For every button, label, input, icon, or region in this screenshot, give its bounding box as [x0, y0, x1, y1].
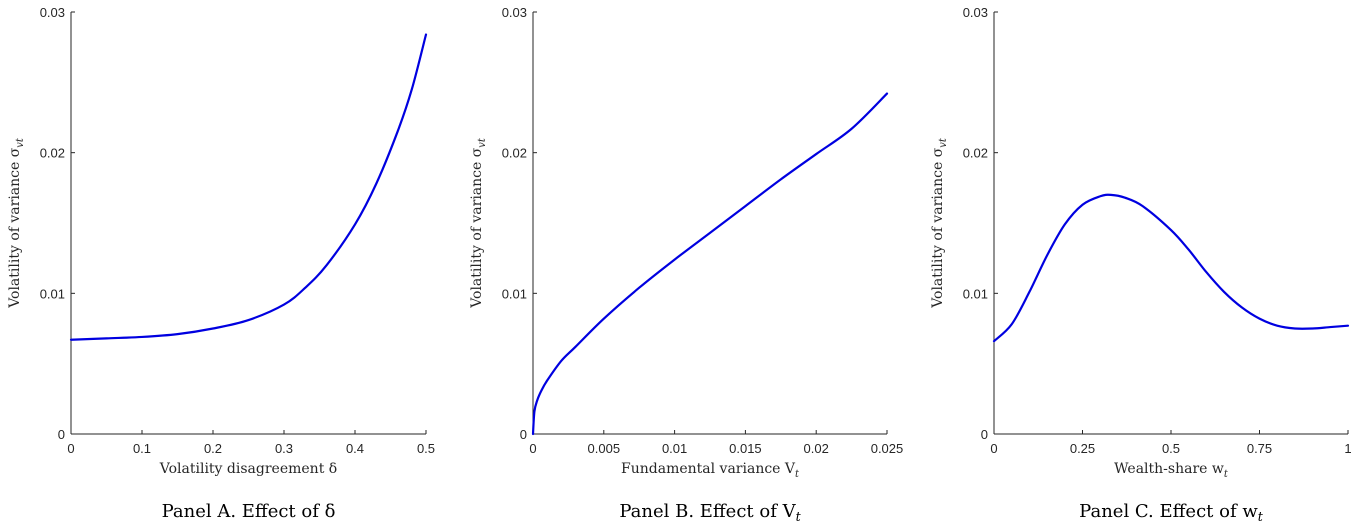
y-tick-label-c: 0.01 — [963, 286, 988, 301]
panel-c: 0 0.25 0.5 0.75 1 0 0.01 0.02 0.03 Volatility of … — [930, 5, 1352, 524]
y-tick-label-a: 0.02 — [40, 146, 65, 161]
x-tick-label-b: 0.01 — [662, 441, 687, 456]
x-tick-label-a: 0.4 — [346, 441, 364, 456]
x-tick-label-b: 0.02 — [804, 441, 829, 456]
x-tick-label-c: 0.75 — [1247, 441, 1272, 456]
y-axis-label-c: Volatility of variance σvt — [930, 138, 949, 309]
x-tick-label-b: 0.015 — [729, 441, 762, 456]
panel-caption-b: Panel B. Effect of Vt — [619, 501, 801, 524]
y-tick-label-c: 0 — [981, 427, 988, 442]
y-tick-label-b: 0.01 — [502, 286, 527, 301]
y-tick-label-a: 0 — [58, 427, 65, 442]
series-line-c — [992, 193, 1350, 343]
x-tick-label-a: 0 — [67, 441, 74, 456]
panel-b: 0 0.005 0.01 0.015 0.02 0.025 0 0.01 0.02 0.03 Vol… — [469, 5, 903, 524]
x-tick-label-c: 0 — [990, 441, 997, 456]
series-line-b — [531, 92, 889, 436]
y-tick-label-c: 0.02 — [963, 146, 988, 161]
panel-caption-c: Panel C. Effect of wt — [1079, 501, 1264, 524]
y-tick-label-b: 0.03 — [502, 5, 527, 20]
y-tick-label-a: 0.03 — [40, 5, 65, 20]
x-tick-label-a: 0.3 — [275, 441, 293, 456]
panel-caption-a: Panel A. Effect of δ — [162, 501, 336, 522]
x-tick-label-b: 0.025 — [871, 441, 904, 456]
y-axis-label-b: Volatility of variance σvt — [469, 138, 488, 309]
x-tick-label-a: 0.5 — [417, 441, 435, 456]
x-axis-label-b: Fundamental variance Vt — [621, 461, 799, 480]
x-tick-label-c: 1 — [1344, 441, 1351, 456]
x-tick-label-b: 0.005 — [588, 441, 621, 456]
x-axis-label-a: Volatility disagreement δ — [159, 461, 337, 477]
panel-a: 0 0.1 0.2 0.3 0.4 0.5 0 0.01 0.02 0.03 Volatility … — [7, 5, 435, 522]
y-tick-label-a: 0.01 — [40, 286, 65, 301]
y-tick-label-b: 0.02 — [502, 146, 527, 161]
y-axis-label-a: Volatility of variance σvt — [7, 138, 26, 309]
x-tick-label-a: 0.1 — [133, 441, 151, 456]
x-axis-label-c: Wealth-share wt — [1114, 461, 1228, 480]
x-tick-label-c: 0.5 — [1162, 441, 1180, 456]
x-tick-label-c: 0.25 — [1070, 441, 1095, 456]
x-tick-label-b: 0 — [529, 441, 536, 456]
y-tick-label-c: 0.03 — [963, 5, 988, 20]
series-line-a — [69, 33, 428, 341]
x-tick-label-a: 0.2 — [204, 441, 222, 456]
y-tick-label-b: 0 — [520, 427, 527, 442]
